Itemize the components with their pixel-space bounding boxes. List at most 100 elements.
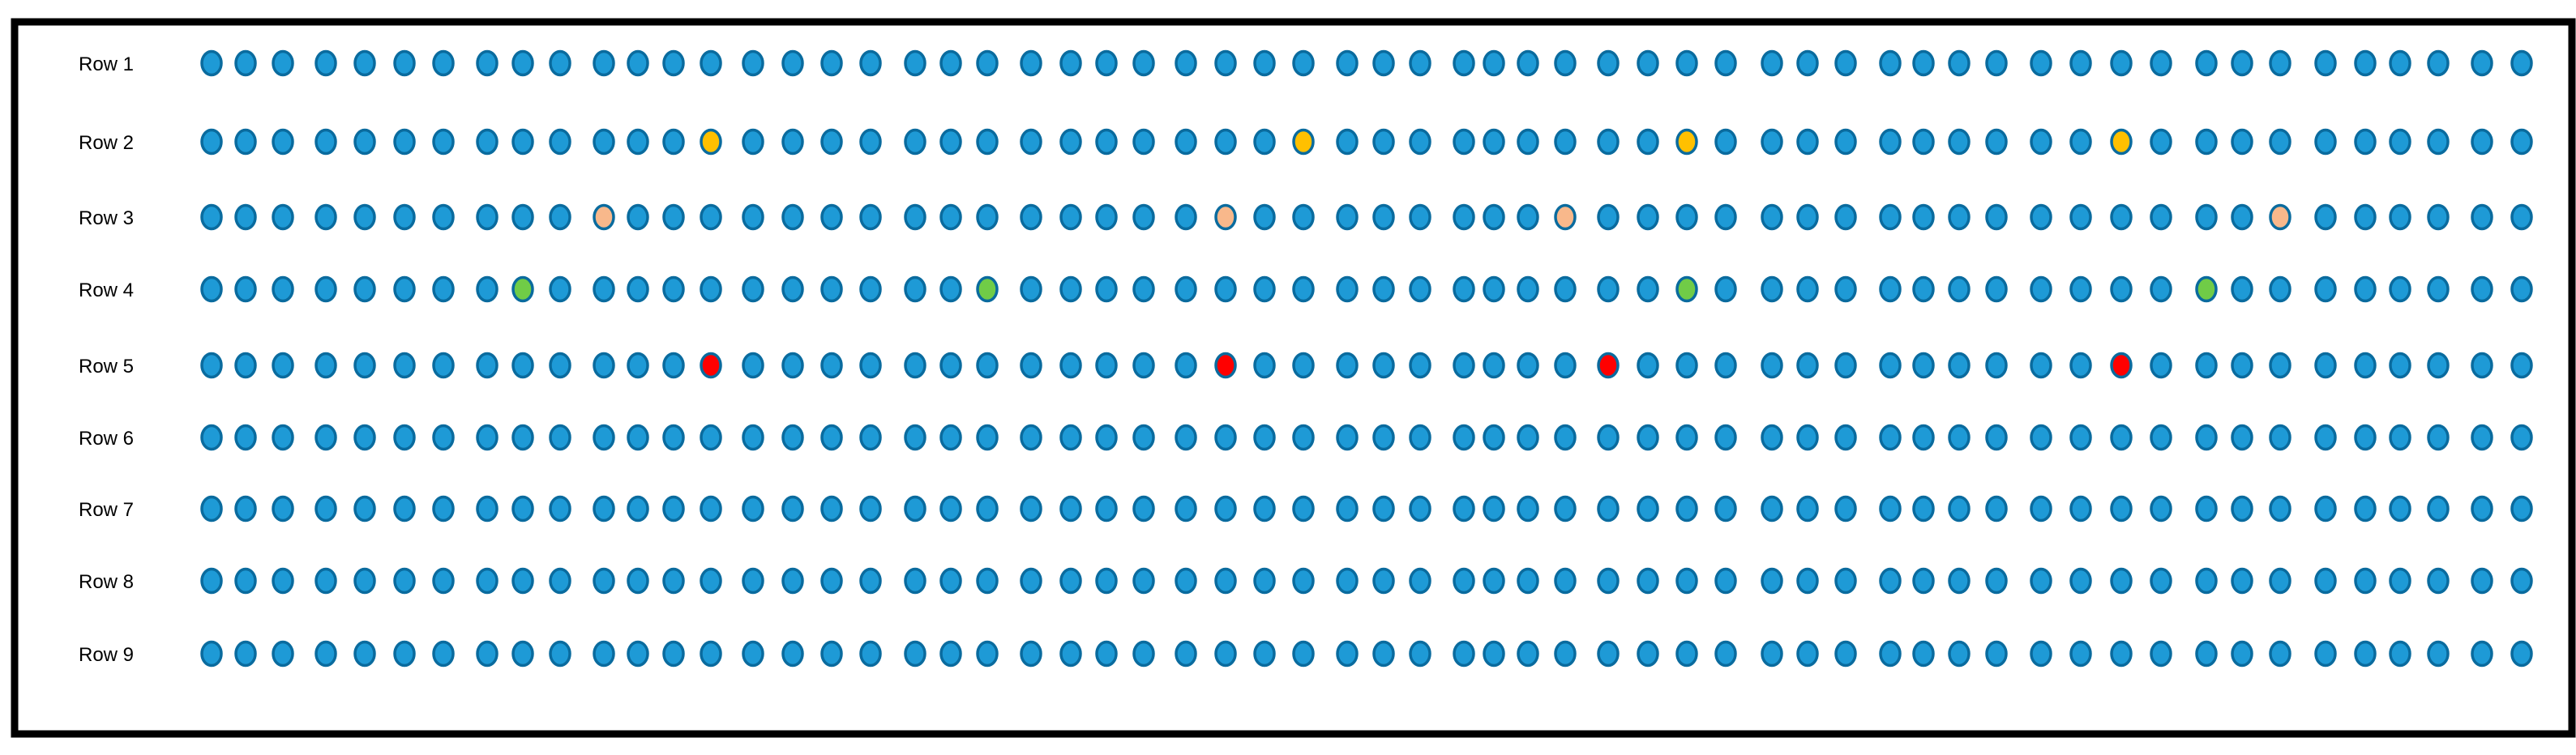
- dot: [1483, 203, 1505, 231]
- dot: [1095, 128, 1118, 156]
- dot: [1834, 275, 1857, 303]
- dot: [820, 495, 843, 523]
- dot: [1336, 203, 1359, 231]
- dot: [820, 352, 843, 379]
- dot: [1095, 640, 1118, 668]
- dot: [2110, 275, 2133, 303]
- dot: [1796, 203, 1819, 231]
- row-label: Row 4: [79, 279, 134, 301]
- dot: [315, 495, 337, 523]
- dot: [2231, 128, 2253, 156]
- dot: [476, 352, 499, 379]
- dot: [2389, 128, 2411, 156]
- dot: [662, 424, 685, 451]
- dot: [2150, 495, 2172, 523]
- dot: [272, 203, 294, 231]
- dot: [2150, 128, 2172, 156]
- dot: [234, 203, 257, 231]
- dot: [1637, 49, 1659, 77]
- dot: [234, 49, 257, 77]
- dot: [1517, 567, 1539, 595]
- dot: [700, 203, 722, 231]
- dot: [1834, 49, 1857, 77]
- dot: [781, 495, 804, 523]
- dot: [393, 49, 416, 77]
- dot: [549, 128, 571, 156]
- dot: [200, 640, 223, 668]
- dot: [1453, 49, 1475, 77]
- dot: [2354, 203, 2377, 231]
- dot: [1059, 424, 1082, 451]
- dot: [476, 424, 499, 451]
- dot: [2427, 640, 2450, 668]
- dot-row: [200, 203, 2533, 231]
- dot: [1372, 495, 1395, 523]
- dot: [781, 567, 804, 595]
- dot: [1336, 275, 1359, 303]
- dot: [593, 128, 615, 156]
- dot: [2314, 203, 2337, 231]
- dot: [939, 495, 962, 523]
- dot: [2510, 275, 2533, 303]
- dot: [1597, 203, 1620, 231]
- dot: [2354, 640, 2377, 668]
- dot-green: [976, 275, 999, 303]
- dot-row: [200, 49, 2533, 77]
- dot: [1409, 275, 1431, 303]
- dot: [742, 49, 764, 77]
- dot: [976, 567, 999, 595]
- dot: [1597, 49, 1620, 77]
- dot: [315, 567, 337, 595]
- dot: [939, 424, 962, 451]
- dot: [2314, 495, 2337, 523]
- dot: [1483, 424, 1505, 451]
- dot: [2354, 352, 2377, 379]
- dot: [432, 640, 455, 668]
- dot: [820, 275, 843, 303]
- dot-peach: [1554, 203, 1577, 231]
- dot: [1675, 352, 1698, 379]
- dot: [662, 640, 685, 668]
- dot: [2510, 495, 2533, 523]
- dot: [1253, 203, 1276, 231]
- dot: [2195, 424, 2218, 451]
- dot: [1637, 275, 1659, 303]
- dot: [2354, 495, 2377, 523]
- dot: [627, 49, 649, 77]
- dot: [1059, 203, 1082, 231]
- dot: [1714, 640, 1737, 668]
- dot: [1372, 424, 1395, 451]
- dot: [511, 352, 534, 379]
- dot: [1796, 275, 1819, 303]
- dot: [549, 203, 571, 231]
- dot: [1517, 495, 1539, 523]
- row-labels: Row 1 Row 2 Row 3 Row 4 Row 5 Row 6 Row 7 Row 8…: [79, 53, 134, 666]
- dot: [1517, 424, 1539, 451]
- dot: [2510, 128, 2533, 156]
- dot: [1336, 424, 1359, 451]
- dot: [593, 352, 615, 379]
- dot: [1985, 275, 2008, 303]
- dot: [1554, 640, 1577, 668]
- dot: [781, 203, 804, 231]
- dot: [976, 203, 999, 231]
- dot: [476, 495, 499, 523]
- dot: [272, 424, 294, 451]
- dot: [2150, 424, 2172, 451]
- dot: [234, 495, 257, 523]
- row-label: Row 5: [79, 356, 134, 378]
- dot: [2471, 128, 2493, 156]
- dot: [476, 128, 499, 156]
- dot: [904, 495, 926, 523]
- dot: [627, 640, 649, 668]
- dot: [2314, 352, 2337, 379]
- dot: [1761, 275, 1783, 303]
- dot: [593, 49, 615, 77]
- dot: [2427, 495, 2450, 523]
- dot: [315, 49, 337, 77]
- dot: [1253, 495, 1276, 523]
- dot-red: [700, 352, 722, 379]
- dot: [2231, 495, 2253, 523]
- dot: [627, 567, 649, 595]
